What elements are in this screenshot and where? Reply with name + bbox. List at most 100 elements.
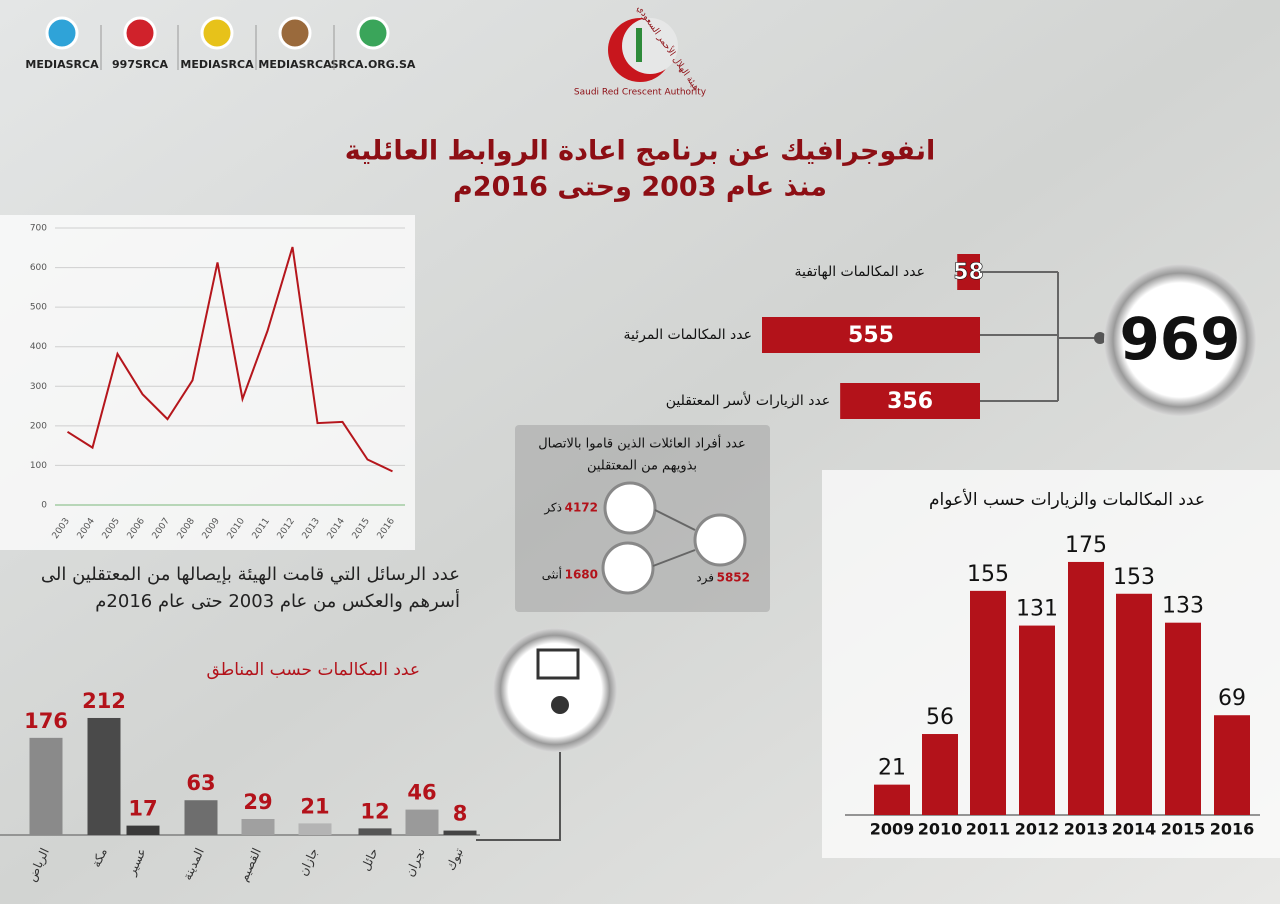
bar (443, 830, 477, 835)
family-label: فرد (696, 571, 714, 586)
social-icon (45, 16, 79, 50)
social-icon (278, 16, 312, 50)
bar (970, 590, 1006, 815)
bar (957, 254, 980, 290)
family-title: عدد أفراد العائلات الذين قاموا بالاتصال (538, 435, 746, 452)
bar (241, 818, 275, 835)
palm (636, 28, 642, 62)
y-tick-label: 700 (30, 224, 47, 234)
value-label: 155 (967, 562, 1009, 587)
caption: عدد الرسائل التي قامت الهيئة بإيصالها من… (41, 564, 460, 585)
value-label: 29 (243, 790, 272, 814)
value-label: 175 (1065, 533, 1107, 558)
social-label: MEDIASRCA (25, 58, 99, 71)
value-label: 12 (360, 799, 389, 823)
bar (87, 717, 121, 835)
person-icon (603, 481, 657, 535)
bar (1019, 625, 1055, 815)
bar-value: 555 (848, 323, 894, 348)
chart-title: عدد المكالمات والزيارات حسب الأعوام (929, 489, 1205, 510)
value-label: 46 (407, 781, 436, 805)
value-label: 69 (1218, 686, 1246, 711)
y-tick-label: 500 (30, 303, 47, 313)
x-tick-label: 2011 (966, 820, 1011, 839)
bar (840, 383, 980, 419)
bar (358, 828, 392, 835)
bar (126, 825, 160, 835)
family-label: ذكر (543, 501, 562, 516)
bar (922, 734, 958, 815)
total-ring (1104, 264, 1256, 416)
value-label: 153 (1113, 565, 1155, 590)
bar-value: 356 (887, 389, 933, 414)
link (654, 509, 696, 531)
family-title: بذويهم من المعتقلين (587, 459, 697, 474)
value-label: 63 (186, 771, 215, 795)
bar (29, 737, 63, 835)
line-panel (0, 215, 415, 550)
chart-title: عدد المكالمات حسب المناطق (207, 660, 420, 680)
logo (608, 18, 678, 82)
x-tick-label: 2012 (1015, 820, 1060, 839)
social-label: MEDIASRCA (180, 58, 254, 71)
bar (1116, 593, 1152, 815)
bar (184, 800, 218, 835)
social-icon (123, 16, 157, 50)
connector-dot (1094, 332, 1106, 344)
monitor (536, 648, 580, 680)
line-series (66, 246, 393, 473)
bar (1068, 561, 1104, 815)
y-tick-label: 200 (30, 421, 47, 431)
bar (874, 784, 910, 815)
bar (762, 317, 980, 353)
bar (405, 809, 439, 835)
family-value: 1680 (565, 568, 598, 582)
bar (298, 823, 332, 835)
family-label: أنثى (542, 567, 562, 582)
y-tick-label: 300 (30, 382, 47, 392)
title-line: انفوجرافيك عن برنامج اعادة الروابط العائ… (345, 136, 935, 167)
logo-text: Saudi Red Crescent Authority (574, 88, 707, 98)
x-tick-label: 2013 (1064, 820, 1109, 839)
x-tick-label: 2016 (1210, 820, 1255, 839)
value-label: 176 (24, 709, 68, 733)
social-icon (356, 16, 390, 50)
value-label: 8 (453, 802, 468, 826)
x-tick-label: 2015 (1161, 820, 1206, 839)
value-label: 133 (1162, 594, 1204, 619)
value-label: 21 (878, 756, 906, 781)
value-label: 17 (128, 797, 157, 821)
bar-value: 58 (953, 260, 984, 285)
social-icon (200, 16, 234, 50)
title-line: منذ عام 2003 وحتى 2016م (453, 172, 827, 203)
y-tick-label: 0 (41, 501, 47, 511)
family-value: 5852 (717, 571, 750, 585)
bar-label: عدد المكالمات الهاتفية (795, 264, 925, 280)
caption: أسرهم والعكس من عام 2003 حتى عام 2016م (95, 589, 460, 612)
bar-label: عدد الزيارات لأسر المعتقلين (666, 391, 830, 409)
bar-label: عدد المكالمات المرئية (624, 327, 753, 343)
bar (1214, 715, 1250, 815)
person-icon (693, 513, 747, 567)
person-icon (601, 541, 655, 595)
pointer-line (476, 752, 561, 841)
value-label: 212 (82, 689, 126, 713)
social-label: 997SRCA (112, 58, 168, 71)
value-label: 131 (1016, 597, 1058, 622)
bar (1165, 622, 1201, 815)
link (652, 549, 696, 567)
total-value: 969 (1119, 305, 1240, 373)
x-tick-label: 2010 (918, 820, 963, 839)
y-tick-label: 400 (30, 342, 47, 352)
y-tick-label: 100 (30, 461, 47, 471)
social-label: SRCA.ORG.SA (331, 58, 416, 71)
value-label: 21 (300, 794, 329, 818)
y-tick-label: 600 (30, 263, 47, 273)
monitor-ring (493, 628, 617, 752)
family-value: 4172 (565, 501, 598, 515)
x-tick-label: 2009 (870, 820, 915, 839)
audience (551, 696, 569, 714)
value-label: 56 (926, 705, 954, 730)
x-tick-label: 2014 (1112, 820, 1157, 839)
